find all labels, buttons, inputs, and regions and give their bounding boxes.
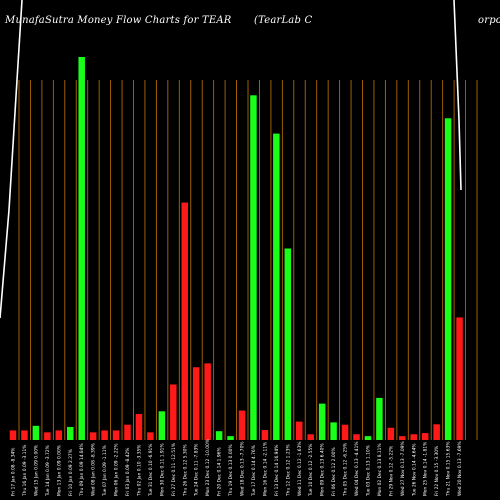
bar-36 xyxy=(410,434,417,440)
x-tick-label: Wed 04 Dec 0.13 -4.41% xyxy=(354,441,360,496)
x-tick-label: Mon 06 Jan 0.09 -2.22% xyxy=(114,443,120,496)
bar-11 xyxy=(124,424,131,440)
bar-25 xyxy=(284,248,292,440)
x-tick-label: Fri 13 Dec 0.14 16.94% xyxy=(274,445,280,496)
x-tick-label: Fri 17 Jan 0.08 -8.34% xyxy=(11,448,17,496)
bar-12 xyxy=(135,413,143,440)
x-tick-label: Tue 24 Dec 0.11 -7.83% xyxy=(194,444,200,497)
bar-24 xyxy=(273,133,280,440)
x-tick-label: Tue 14 Jan 0.09 -3.72% xyxy=(45,445,51,497)
x-tick-label: Wed 18 Dec 0.13 -7.70% xyxy=(240,441,246,496)
bar-7 xyxy=(78,57,85,440)
bar-22 xyxy=(250,95,257,441)
bar-38 xyxy=(433,424,440,440)
bar-40 xyxy=(456,317,463,440)
bar-26 xyxy=(296,421,303,440)
x-tick-label: Thu 16 Jan 0.09 -3.11% xyxy=(22,445,28,498)
x-tick-label: Wed 11 Dec 0.12 -1.63% xyxy=(297,441,303,496)
x-tick-label: Wed 20 Nov 0.13 -7.69% xyxy=(457,441,463,496)
bar-19 xyxy=(215,431,223,440)
bar-14 xyxy=(158,411,166,440)
bar-32 xyxy=(364,436,372,440)
bar-13 xyxy=(147,432,154,440)
x-tick-label: Thu 05 Dec 0.12 -6.25% xyxy=(343,443,349,497)
bar-15 xyxy=(170,384,177,440)
bar-39 xyxy=(444,118,452,440)
x-tick-label: Tue 03 Dec 0.13 1.10% xyxy=(365,445,371,497)
x-tick-label: Wed 08 Jan 0.08 -8.39% xyxy=(91,443,97,496)
bar-21 xyxy=(238,410,246,440)
x-tick-label: Tue 10 Dec 0.12 -2.55% xyxy=(308,444,314,497)
bar-18 xyxy=(204,363,211,440)
x-tick-label: Mon 25 Nov 0.14 -1.81% xyxy=(423,442,429,496)
bar-28 xyxy=(318,403,326,440)
x-tick-label: Thu 09 Jan 0.09 14.84% xyxy=(79,443,85,497)
bar-37 xyxy=(421,433,429,440)
x-tick-label: Fri 29 Nov 0.12 -5.22% xyxy=(388,446,394,496)
x-tick-label: Wed 15 Jan 0.09 0.00% xyxy=(33,445,39,496)
bar-10 xyxy=(112,430,120,440)
x-tick-label: Fri 10 Jan 0.09 2.27% xyxy=(68,449,74,496)
bar-35 xyxy=(399,436,406,440)
bar-29 xyxy=(330,422,337,440)
x-tick-label: Fri 22 Nov 0.15 -3.30% xyxy=(434,446,440,496)
bar-4 xyxy=(44,432,51,440)
price-line-right xyxy=(453,0,462,191)
bar-3 xyxy=(32,425,40,440)
x-tick-label: Mon 23 Dec 0.12 -10.00% xyxy=(205,439,211,496)
x-tick-label: Thu 26 Dec 0.12 5.30% xyxy=(182,444,188,497)
x-tick-label: Mon 30 Dec 0.11 1.91% xyxy=(159,443,165,496)
bar-9 xyxy=(101,430,108,440)
x-tick-label: Mon 09 Dec 0.13 6.40% xyxy=(320,443,326,496)
chart-title-company: (TearLab C xyxy=(254,15,313,26)
bar-17 xyxy=(192,367,200,440)
x-tick-label: Tue 07 Jan 0.09 -1.11% xyxy=(102,445,108,497)
bar-23 xyxy=(261,430,269,440)
x-tick-label: Thu 21 Nov 0.15 15.63% xyxy=(446,441,452,497)
x-tick-label: Fri 06 Dec 0.12 2.00% xyxy=(331,447,337,496)
bar-16 xyxy=(181,202,188,440)
bar-5 xyxy=(55,430,63,440)
chart-title: MunafaSutra Money Flow Charts for TEAR xyxy=(5,15,232,26)
x-tick-label: Mon 16 Dec 0.14 -2.11% xyxy=(262,442,268,496)
bar-1 xyxy=(9,430,17,440)
chart-title-company-end: orpor xyxy=(478,15,500,26)
bar-33 xyxy=(376,397,383,440)
x-tick-label: Fri 03 Jan 0.09 -8.42% xyxy=(125,448,131,496)
x-tick-label: Fri 27 Dec 0.11 -12.51% xyxy=(171,443,177,496)
bar-27 xyxy=(307,434,314,440)
bar-30 xyxy=(341,424,349,440)
x-tick-label: Mon 13 Jan 0.09 0.00% xyxy=(56,445,62,496)
price-line-left xyxy=(0,0,23,319)
bar-2 xyxy=(21,430,28,440)
bar-34 xyxy=(387,427,395,440)
x-tick-label: Tue 31 Dec 0.10 -6.91% xyxy=(148,444,154,497)
bar-8 xyxy=(89,432,97,440)
x-tick-label: Thu 19 Dec 0.13 0.00% xyxy=(228,444,234,497)
x-tick-label: Tue 17 Dec 0.14 4.76% xyxy=(251,445,257,497)
x-tick-label: Thu 12 Dec 0.12 1.23% xyxy=(285,444,291,497)
x-tick-label: Fri 20 Dec 0.14 1.96% xyxy=(217,447,223,496)
x-tick-label: Mon 02 Dec 0.13 8.11% xyxy=(377,443,383,496)
bar-6 xyxy=(67,426,74,440)
x-tick-label: Wed 27 Nov 0.13 -7.09% xyxy=(400,441,406,496)
bar-20 xyxy=(227,436,234,440)
bar-31 xyxy=(353,434,360,440)
x-tick-label: Thu 02 Jan 0.10 -3.35% xyxy=(136,445,142,498)
x-tick-label: Tue 26 Nov 0.14 -4.64% xyxy=(411,443,417,497)
